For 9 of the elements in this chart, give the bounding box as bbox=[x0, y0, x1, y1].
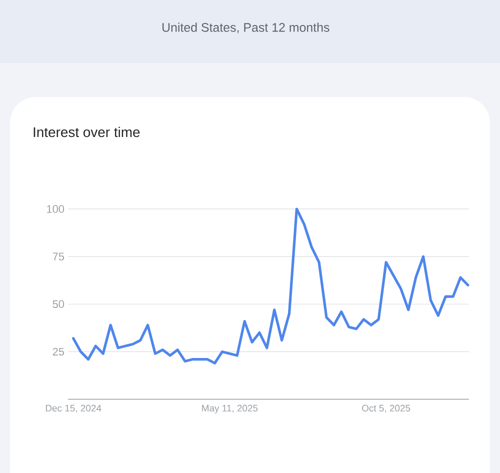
chart-subtitle: United States, Past 12 months bbox=[162, 22, 330, 34]
y-tick-label: 25 bbox=[52, 348, 64, 356]
y-tick-label: 75 bbox=[52, 252, 64, 260]
x-tick-label: May 11, 2025 bbox=[202, 404, 258, 414]
y-tick-label: 50 bbox=[52, 300, 64, 308]
x-tick-label: Dec 15, 2024 bbox=[46, 404, 102, 413]
x-tick-label: Oct 5, 2025 bbox=[362, 404, 410, 413]
chart-title: Interest over time bbox=[34, 126, 140, 138]
y-tick-label: 100 bbox=[47, 205, 64, 213]
